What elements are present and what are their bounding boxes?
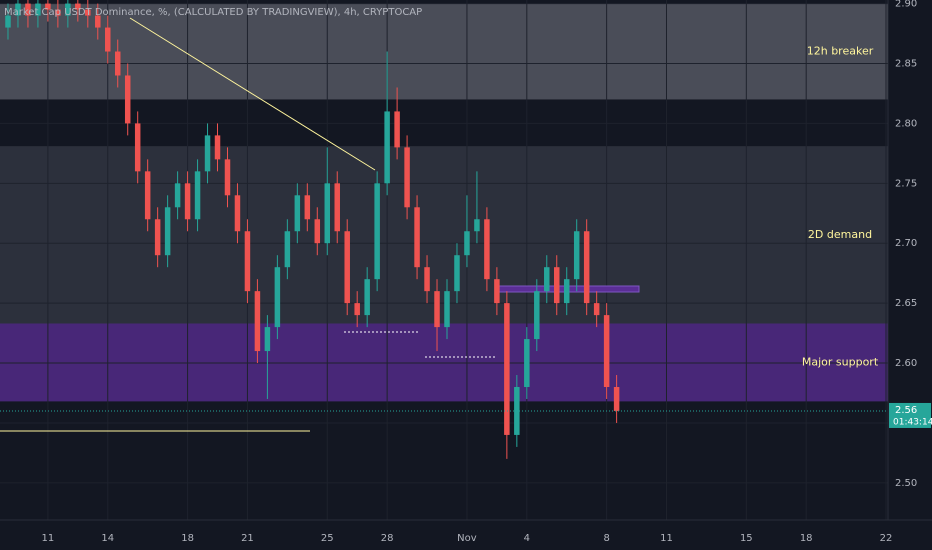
candle-body (434, 291, 440, 328)
chart-title: Market Cap USDT Dominance, %, (CALCULATE… (4, 7, 422, 18)
x-tick-label: 11 (42, 533, 55, 544)
last-price-box (889, 402, 931, 428)
y-tick-label: 2.80 (895, 118, 917, 129)
x-tick-label: 21 (241, 533, 254, 544)
zone (0, 146, 888, 324)
x-tick-label: 8 (603, 533, 609, 544)
countdown: 01:43:14 (893, 417, 932, 427)
candle-body (444, 291, 450, 328)
candle-body (603, 315, 610, 388)
candle-body (314, 219, 321, 244)
candle-body (504, 303, 510, 435)
candle-body (174, 183, 181, 208)
y-tick-label: 2.70 (895, 238, 917, 249)
candle-body (214, 135, 221, 160)
candle-body (583, 231, 590, 304)
y-tick-label: 2.60 (895, 358, 917, 369)
x-tick-label: 22 (880, 533, 893, 544)
x-tick-label: 15 (740, 533, 753, 544)
x-tick-label: 18 (181, 533, 194, 544)
x-tick-label: 14 (101, 533, 114, 544)
x-tick-label: Nov (457, 533, 477, 544)
candle-body (494, 279, 500, 304)
last-price-label: 2.56 (895, 405, 917, 416)
candle-body (105, 27, 111, 52)
candle-body (454, 255, 460, 292)
candle-body (55, 9, 61, 16)
candle-body (124, 75, 131, 124)
candle-body (274, 267, 281, 328)
x-tick-label: 25 (321, 533, 334, 544)
candle-body (554, 267, 560, 304)
candle-body (424, 267, 430, 292)
candle-body (544, 267, 550, 292)
y-tick-label: 2.50 (895, 478, 917, 489)
candle-body (294, 195, 301, 232)
candle-body (464, 231, 470, 256)
candle-body (364, 279, 370, 316)
trend-line (129, 17, 376, 171)
candle-body (284, 231, 291, 268)
candle-body (414, 207, 420, 268)
candle-body (484, 219, 490, 280)
candle-body (534, 291, 540, 340)
zone (0, 323, 888, 402)
candle-body (194, 171, 201, 220)
candle-body (75, 3, 81, 10)
candle-body (573, 231, 580, 280)
candle-body (65, 3, 71, 16)
candle-body (15, 3, 21, 16)
candle-body (144, 171, 151, 220)
candle-body (354, 303, 360, 316)
x-tick-label: 11 (660, 533, 673, 544)
x-tick-label: 18 (800, 533, 813, 544)
x-tick-label: 4 (524, 533, 530, 544)
candle-body (474, 219, 480, 232)
candle-body (234, 195, 241, 232)
candle-body (224, 159, 231, 196)
candle-body (25, 3, 31, 16)
candle-body (384, 111, 390, 184)
candle-body (334, 183, 340, 232)
price-axis (888, 0, 932, 550)
candle-body (613, 387, 620, 411)
zone-label: 2D demand (808, 228, 872, 241)
candle-body (114, 51, 121, 76)
y-tick-label: 2.90 (895, 0, 917, 10)
zone-label: 12h breaker (807, 45, 874, 58)
candle-body (35, 3, 41, 16)
candle-body (524, 339, 530, 388)
candle-body (304, 195, 311, 220)
candle-body (164, 207, 171, 256)
candle-body (95, 15, 101, 28)
candle-body (134, 123, 141, 172)
candle-body (254, 291, 261, 352)
zone (0, 3, 888, 100)
candle-body (45, 3, 51, 10)
candle-body (204, 135, 211, 172)
zone-label: Major support (802, 355, 879, 368)
candle-body (324, 183, 331, 244)
candle-body (244, 231, 251, 292)
candle-body (374, 183, 380, 280)
candle-body (404, 147, 410, 208)
x-tick-label: 28 (381, 533, 394, 544)
candle-body (264, 327, 271, 352)
candle-body (593, 303, 600, 316)
candle-body (154, 219, 161, 256)
candle-body (85, 9, 91, 16)
candle-body (184, 183, 191, 220)
y-tick-label: 2.75 (895, 178, 917, 189)
y-tick-label: 2.85 (895, 59, 917, 70)
candle-body (563, 279, 570, 304)
candle-body (394, 111, 400, 148)
candle-body (344, 231, 350, 304)
candle-body (5, 15, 11, 28)
y-tick-label: 2.65 (895, 298, 917, 309)
